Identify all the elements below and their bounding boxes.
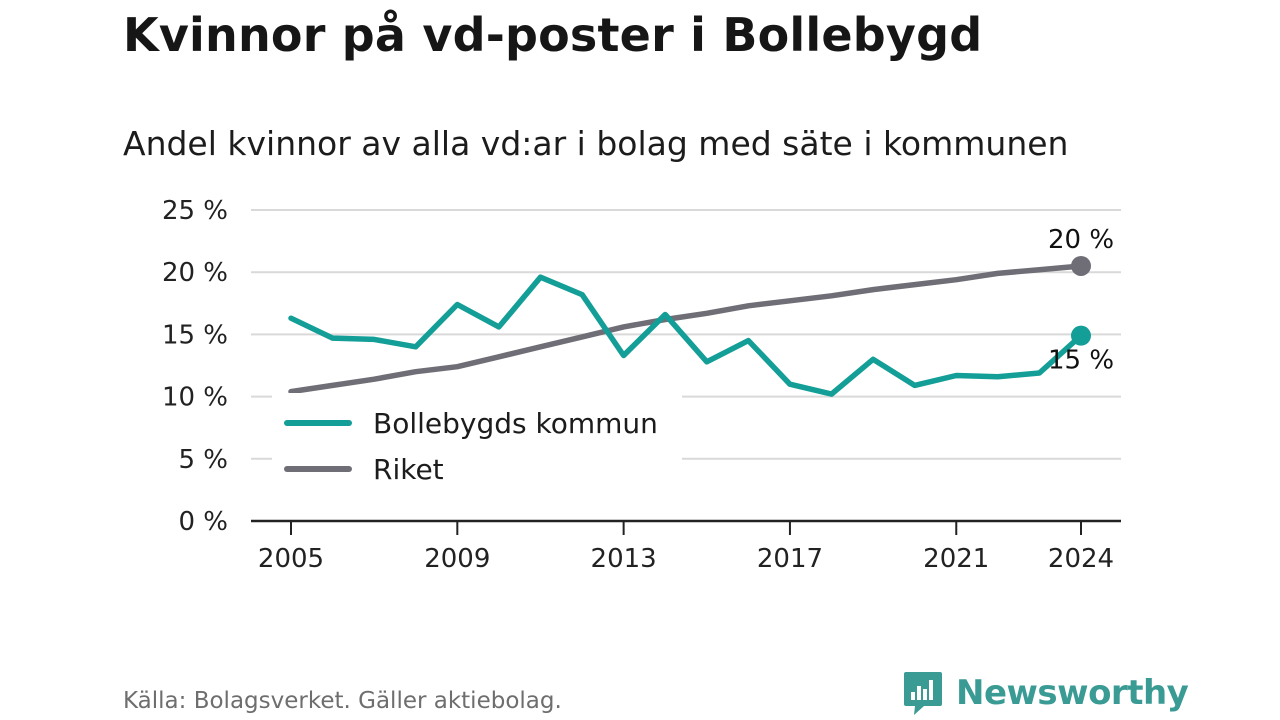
y-tick-label: 5 % (178, 445, 228, 475)
legend-label: Bollebygds kommun (373, 407, 658, 440)
end-point (1071, 325, 1091, 346)
brand-logo[interactable]: Newsworthy (902, 670, 1189, 716)
y-tick-label: 15 % (162, 320, 228, 350)
chart-subtitle: Andel kvinnor av alla vd:ar i bolag med … (123, 124, 1069, 163)
x-tick-label: 2017 (757, 544, 823, 574)
x-tick-label: 2005 (258, 544, 324, 574)
y-tick-label: 0 % (178, 507, 228, 537)
end-labels: 15 % 20 % (1048, 225, 1114, 376)
x-tick-label: 2021 (923, 544, 989, 574)
y-tick-label: 10 % (162, 383, 228, 413)
y-tick-label: 20 % (162, 258, 228, 288)
series-line-national (288, 263, 1084, 395)
newsworthy-logo-icon (904, 672, 942, 715)
end-value-label: 20 % (1048, 225, 1114, 255)
source-note: Källa: Bolagsverket. Gäller aktiebolag. (123, 688, 562, 714)
end-value-label: 15 % (1048, 346, 1114, 376)
x-axis: 2005 2009 2013 2017 2021 2024 (251, 519, 1121, 574)
y-axis-tick-labels: 0 % 5 % 10 % 15 % 20 % 25 % (162, 196, 228, 537)
legend: Bollebygds kommun Riket (272, 393, 682, 495)
series-lines (288, 263, 1084, 397)
x-tick-label: 2013 (591, 544, 657, 574)
end-point (1071, 255, 1091, 276)
chart-title: Kvinnor på vd-poster i Bollebygd (123, 8, 983, 62)
x-tick-label: 2009 (424, 544, 490, 574)
brand-name: Newsworthy (956, 673, 1189, 713)
x-tick-label: 2024 (1048, 544, 1114, 574)
legend-box (272, 393, 682, 495)
legend-label: Riket (373, 453, 444, 486)
series-line-municipality (288, 274, 1084, 397)
y-tick-label: 25 % (162, 196, 228, 226)
